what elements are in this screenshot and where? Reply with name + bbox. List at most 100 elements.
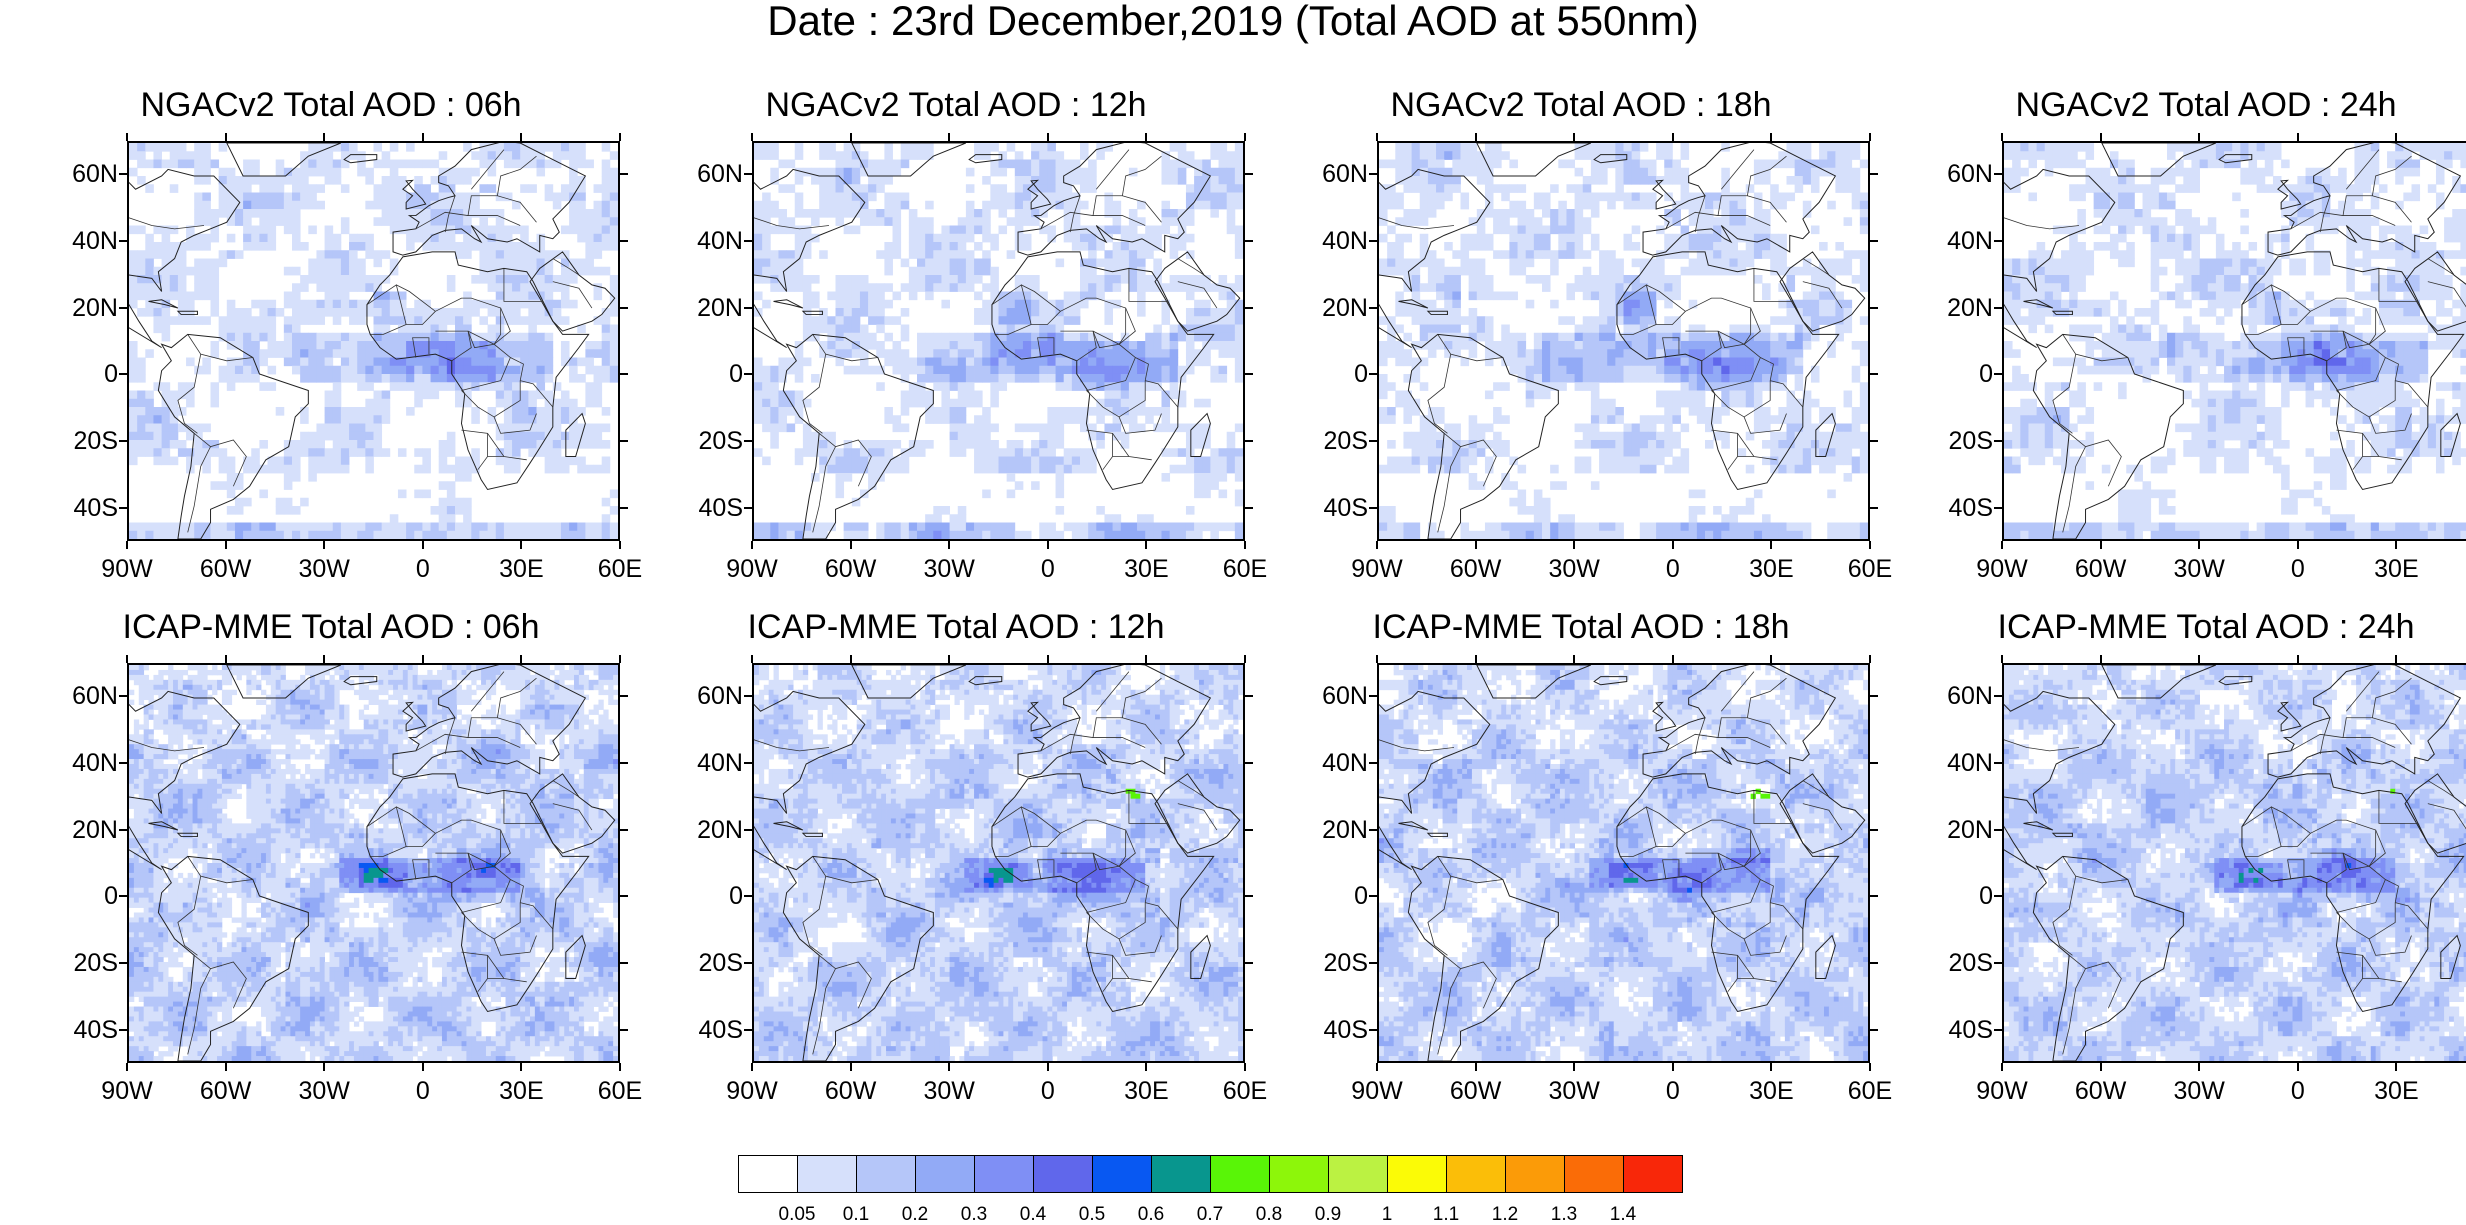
lat-tick xyxy=(119,962,127,964)
lon-label: 60W xyxy=(181,557,271,582)
lat-tick xyxy=(744,962,752,964)
lat-label: 40N xyxy=(645,751,743,776)
lon-tick xyxy=(2001,133,2003,141)
lat-label: 20N xyxy=(645,818,743,843)
lat-tick xyxy=(1870,507,1878,509)
aod-field xyxy=(1379,665,1868,1061)
lon-label: 30E xyxy=(1101,1079,1191,1104)
lat-tick xyxy=(744,1029,752,1031)
lat-label: 40S xyxy=(20,1018,118,1043)
colorbar-swatch xyxy=(1151,1155,1211,1193)
lat-tick xyxy=(1245,1029,1253,1031)
lat-tick xyxy=(119,895,127,897)
lon-tick xyxy=(948,133,950,141)
panel-title: NGACv2 Total AOD : 24h xyxy=(1895,88,2466,122)
lat-tick xyxy=(744,440,752,442)
panel-title: ICAP-MME Total AOD : 12h xyxy=(645,610,1267,644)
lon-tick xyxy=(1770,1063,1772,1071)
lon-tick xyxy=(1475,541,1477,549)
panel-title: NGACv2 Total AOD : 18h xyxy=(1270,88,1892,122)
lat-label: 60N xyxy=(1270,684,1368,709)
lat-tick xyxy=(1870,373,1878,375)
lat-tick xyxy=(1245,173,1253,175)
lat-tick xyxy=(1870,829,1878,831)
lon-tick xyxy=(2297,655,2299,663)
lat-tick xyxy=(1245,307,1253,309)
lon-tick xyxy=(2001,1063,2003,1071)
panel-title: ICAP-MME Total AOD : 06h xyxy=(20,610,642,644)
lon-tick xyxy=(323,655,325,663)
lat-tick xyxy=(119,173,127,175)
lon-tick xyxy=(1244,133,1246,141)
lon-label: 90W xyxy=(1332,1079,1422,1104)
lon-tick xyxy=(2395,655,2397,663)
lon-tick xyxy=(1869,133,1871,141)
lon-label: 0 xyxy=(2253,1079,2343,1104)
lat-tick xyxy=(1369,240,1377,242)
lat-tick xyxy=(1369,507,1377,509)
lat-label: 40S xyxy=(1270,496,1368,521)
lon-tick xyxy=(1573,133,1575,141)
lat-label: 60N xyxy=(20,162,118,187)
lat-tick xyxy=(1994,507,2002,509)
map-panel: ICAP-MME Total AOD : 12h 60N 40N 20N 0 20S 40S… xyxy=(645,610,1267,1170)
lon-label: 60W xyxy=(1431,557,1521,582)
lon-label: 30E xyxy=(1726,557,1816,582)
lat-tick xyxy=(620,962,628,964)
lon-tick xyxy=(323,541,325,549)
lat-label: 40S xyxy=(645,1018,743,1043)
lat-tick xyxy=(744,373,752,375)
lon-tick xyxy=(619,133,621,141)
lat-label: 20S xyxy=(645,951,743,976)
lat-tick xyxy=(1369,173,1377,175)
lat-label: 0 xyxy=(20,884,118,909)
lon-label: 30E xyxy=(1101,557,1191,582)
lat-tick xyxy=(620,895,628,897)
lon-label: 90W xyxy=(707,1079,797,1104)
lat-tick xyxy=(744,695,752,697)
lon-tick xyxy=(225,133,227,141)
colorbar-label: 1.4 xyxy=(1588,1205,1658,1224)
lon-tick xyxy=(1376,541,1378,549)
lon-tick xyxy=(1145,541,1147,549)
lat-tick xyxy=(119,695,127,697)
lon-tick xyxy=(422,133,424,141)
lon-label: 30E xyxy=(476,1079,566,1104)
lat-tick xyxy=(1870,895,1878,897)
lat-label: 60N xyxy=(1270,162,1368,187)
colorbar-swatch xyxy=(1505,1155,1565,1193)
lon-tick xyxy=(1869,655,1871,663)
lat-tick xyxy=(1870,695,1878,697)
lon-tick xyxy=(422,1063,424,1071)
lon-tick xyxy=(2001,541,2003,549)
lat-label: 0 xyxy=(645,884,743,909)
lon-label: 90W xyxy=(82,1079,172,1104)
map-area xyxy=(2002,663,2466,1063)
lon-tick xyxy=(1770,133,1772,141)
lat-tick xyxy=(744,173,752,175)
lon-tick xyxy=(126,1063,128,1071)
lat-label: 0 xyxy=(645,362,743,387)
lon-label: 60W xyxy=(2056,1079,2146,1104)
lat-tick xyxy=(119,829,127,831)
lat-tick xyxy=(1870,1029,1878,1031)
lon-label: 0 xyxy=(1628,1079,1718,1104)
lon-tick xyxy=(1573,1063,1575,1071)
lat-tick xyxy=(1245,762,1253,764)
lon-tick xyxy=(1145,1063,1147,1071)
lat-label: 20N xyxy=(20,296,118,321)
aod-map xyxy=(1379,143,1868,539)
lat-label: 20N xyxy=(1895,818,1993,843)
lat-label: 20S xyxy=(1270,951,1368,976)
lon-tick xyxy=(225,655,227,663)
lat-label: 40S xyxy=(1270,1018,1368,1043)
lat-tick xyxy=(1994,762,2002,764)
lon-tick xyxy=(751,133,753,141)
map-area xyxy=(752,663,1245,1063)
lat-label: 60N xyxy=(645,684,743,709)
colorbar-swatch xyxy=(738,1155,798,1193)
lat-label: 40N xyxy=(1270,751,1368,776)
lat-label: 40S xyxy=(1895,1018,1993,1043)
